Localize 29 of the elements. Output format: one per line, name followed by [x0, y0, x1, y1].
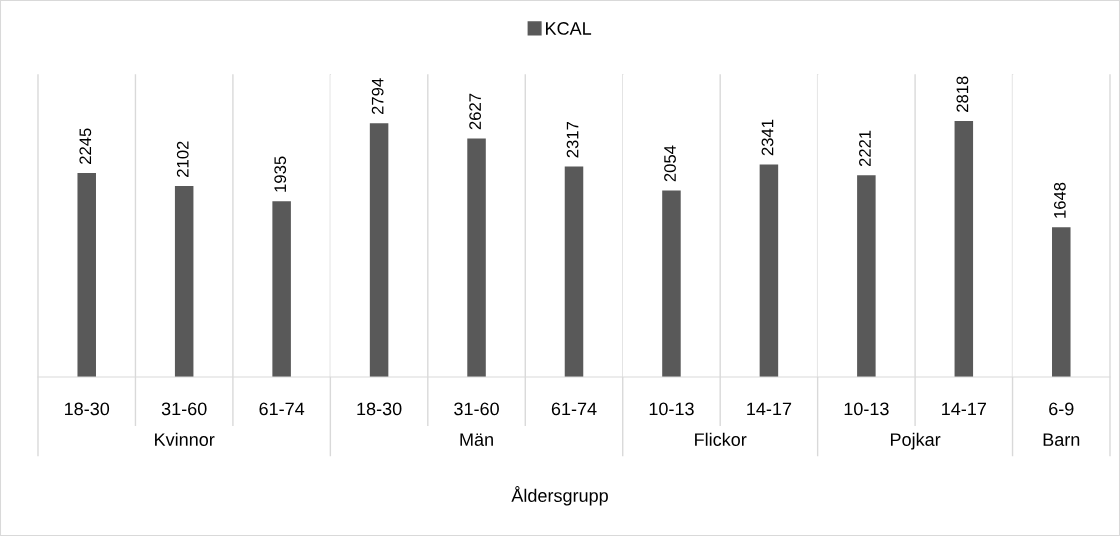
legend-label: KCAL	[546, 22, 592, 35]
data-label: 2818	[956, 76, 969, 112]
data-label: 2054	[664, 145, 676, 182]
x-axis-title: Flickor	[695, 432, 747, 446]
x-axis-title: Barn	[1043, 433, 1080, 446]
x-axis-title: Män	[460, 433, 493, 446]
x-tick-label: 31-60	[454, 402, 499, 416]
data-label: 2102	[176, 141, 189, 177]
data-label: 1935	[274, 156, 287, 192]
x-tick-label: 10-13	[844, 402, 889, 416]
x-axis-title: Kvinnor	[155, 432, 215, 446]
x-tick-label: 18-30	[357, 402, 402, 416]
data-label: 2245	[79, 128, 92, 164]
x-tick-label: 6-9	[1049, 402, 1074, 416]
x-tick-label: 14-17	[942, 402, 986, 416]
data-label: 2794	[371, 78, 384, 115]
text: Åldersgrupp	[511, 486, 608, 506]
data-label: 1648	[1053, 182, 1066, 218]
data-label: 2627	[469, 93, 482, 130]
data-label: 2317	[566, 122, 579, 158]
data-label: 2221	[859, 130, 871, 167]
x-tick-label: 61-74	[259, 402, 305, 416]
x-tick-label: 31-60	[161, 402, 207, 416]
x-tick-label: 14-17	[747, 402, 792, 416]
x-tick-label: 61-74	[551, 402, 597, 416]
x-axis-title: Pojkar	[890, 432, 941, 450]
x-tick-label: 10-13	[649, 402, 694, 416]
x-tick-label: 18-30	[65, 402, 110, 416]
data-label: 2341	[761, 119, 774, 156]
